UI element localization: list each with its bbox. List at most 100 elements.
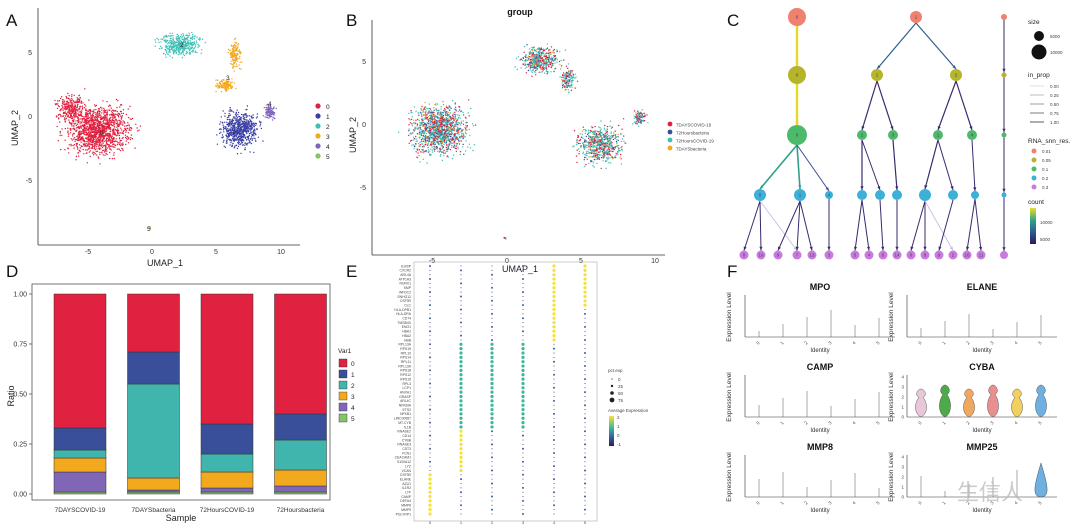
e-dot <box>522 304 524 307</box>
d-legend-swatch <box>338 391 348 401</box>
a-ytick-0: 0 <box>28 114 32 121</box>
e-dot <box>584 413 586 415</box>
clustree-leaf-label: 2 <box>952 253 955 258</box>
clustree-node <box>857 130 867 140</box>
e-dot <box>459 468 463 473</box>
violin-gene-title: MMP8 <box>807 442 833 452</box>
a-cluster-label-3: 3 <box>226 75 230 82</box>
panel-c-clustree: 0000 1 411 22 3 1 40 19 9 7 13 3 5 4 6 14 0 8 9 2 16 11 <box>739 8 1008 260</box>
e-gene-label: RNASE2 <box>397 430 411 434</box>
e-dot <box>522 278 524 281</box>
e-dot <box>521 373 525 377</box>
e-dot <box>521 425 525 429</box>
b-legend-label: 7DAYSbacteria <box>676 147 707 152</box>
e-gene-label: NFKB1 <box>400 412 411 416</box>
e-dot <box>553 412 555 415</box>
clustree-node <box>850 250 860 260</box>
c-inprop-title: in_prop <box>1028 72 1050 79</box>
e-dot <box>522 483 524 484</box>
e-dot <box>584 495 586 498</box>
e-dot <box>460 339 462 341</box>
e-dot <box>521 407 525 412</box>
stacked-bar-segment <box>53 457 107 473</box>
violin-xlabel: Identity <box>972 428 991 434</box>
stacked-bar-segment <box>274 413 327 441</box>
e-dot <box>428 512 432 516</box>
clustree-node <box>934 250 944 260</box>
e-dot <box>491 456 493 459</box>
e-dot <box>584 322 586 324</box>
e-gene-label: HBB <box>404 338 412 342</box>
c-inprop-value: 0.00 <box>1050 84 1059 89</box>
clustree-leaf-label: 19 <box>758 253 764 258</box>
e-dot <box>460 496 462 498</box>
a-ytick-5: 5 <box>28 50 32 57</box>
e-gene-label: LCP1 <box>403 386 412 390</box>
e-dot <box>491 513 493 515</box>
clustree-node <box>878 250 888 260</box>
e-dot <box>584 491 586 493</box>
e-dot <box>460 287 462 289</box>
e-gene-label: CEACAM1 <box>395 456 412 460</box>
e-dot <box>522 496 524 498</box>
clustree-node <box>1001 72 1007 78</box>
d-legend-swatch <box>338 380 348 390</box>
b-legend-swatch <box>667 137 673 143</box>
stacked-bar-segment <box>274 439 327 471</box>
e-dot <box>553 343 555 345</box>
e-dot <box>460 330 462 332</box>
e-dot <box>460 334 462 337</box>
a-ytick-neg5: -5 <box>26 178 32 185</box>
stacked-bar-segment <box>200 491 254 495</box>
clustree-node <box>1001 192 1007 198</box>
violin-gene-title: CYBA <box>969 362 995 372</box>
clustree-leaf-label: 11 <box>979 253 984 258</box>
e-dot <box>584 409 586 411</box>
d-ylabel: Ratio <box>6 385 16 406</box>
e-dot <box>491 487 493 489</box>
e-dot <box>490 381 494 386</box>
e-dot <box>429 326 431 328</box>
clustree-node <box>788 8 806 26</box>
violin-gene-title: ELANE <box>967 282 998 292</box>
e-dot <box>583 286 587 290</box>
e-dot <box>429 365 431 367</box>
clustree-node <box>739 250 749 260</box>
e-dot <box>553 487 555 489</box>
e-gene-label: S100A12 <box>397 460 411 464</box>
a-cluster-label-1: 1 <box>232 129 236 136</box>
e-gene-label: CYBB <box>402 438 412 442</box>
e-dot <box>522 339 524 341</box>
stacked-bar-segment <box>53 449 107 459</box>
e-dot <box>491 508 493 511</box>
e-dot <box>460 282 462 285</box>
e-dot <box>553 443 555 445</box>
e-dot <box>553 378 555 380</box>
clustree-node <box>888 130 898 140</box>
e-dot <box>583 277 587 281</box>
e-dot <box>552 334 556 338</box>
clustree-leaf-label: 0 <box>743 253 746 258</box>
a-cluster-label-2: 2 <box>180 42 184 49</box>
e-dot <box>459 364 463 368</box>
e-gene-label: HLA-DRA <box>396 312 412 316</box>
clustree-node <box>875 190 885 200</box>
e-dot <box>491 504 493 506</box>
e-dot <box>553 504 555 507</box>
e-dot <box>459 412 463 416</box>
e-dot <box>460 321 462 324</box>
a-xtick-10: 10 <box>277 249 285 256</box>
e-dot <box>428 508 432 512</box>
e-dot <box>429 348 431 350</box>
panel-b-legend: 7DAYSCOVID-19 72Hoursbacteria 72HoursCOVID… <box>667 121 714 152</box>
e-dot <box>460 295 462 298</box>
panel-e-legend: pct.exp 0 25 50 75 Average Expression 2 … <box>608 368 649 447</box>
e-size-75: 75 <box>618 398 624 403</box>
e-dot <box>429 456 431 458</box>
panel-f-label: F <box>727 262 737 281</box>
e-dot <box>522 282 524 284</box>
e-dot <box>491 443 493 446</box>
e-dot <box>459 447 463 451</box>
e-dot <box>521 377 525 381</box>
e-dot <box>584 404 586 407</box>
